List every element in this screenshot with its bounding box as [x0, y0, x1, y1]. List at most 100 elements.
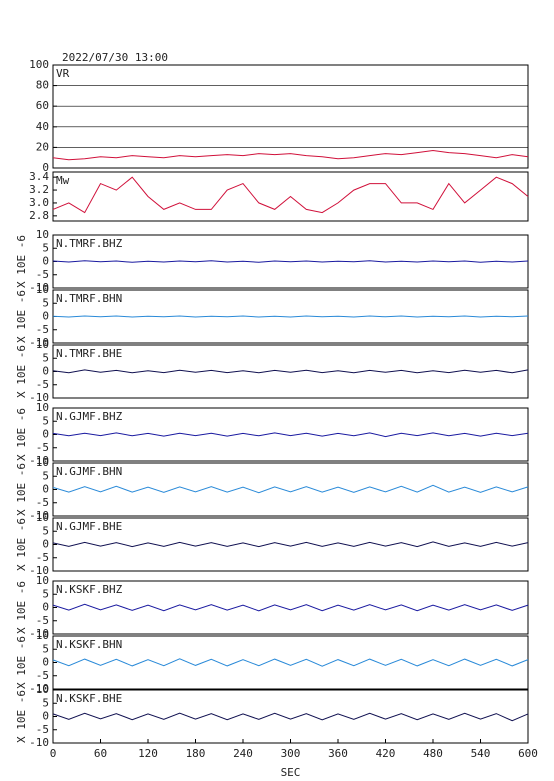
y-axis-label: X 10E -6 [15, 408, 28, 461]
series-label: Mw [56, 174, 70, 187]
y-tick-label: 5 [42, 296, 49, 309]
y-tick-label: 20 [36, 140, 49, 153]
x-tick-label: 300 [281, 747, 301, 760]
y-tick-label: 5 [42, 351, 49, 364]
y-tick-label: 10 [36, 574, 49, 587]
y-tick-label: 0 [42, 365, 49, 378]
y-tick-label: 0 [42, 428, 49, 441]
x-axis-label: SEC [281, 766, 301, 779]
y-tick-label: 10 [36, 629, 49, 642]
data-line [52, 603, 529, 612]
x-tick-label: 0 [50, 747, 57, 760]
x-tick-label: 540 [471, 747, 491, 760]
y-tick-label: 5 [42, 414, 49, 427]
y-tick-label: 80 [36, 79, 49, 92]
y-tick-label: 5 [42, 524, 49, 537]
y-tick-label: -5 [36, 723, 49, 736]
y-tick-label: -5 [36, 614, 49, 627]
y-tick-label: 40 [36, 120, 49, 133]
y-tick-label: -10 [29, 564, 49, 577]
y-axis-label: X 10E -6 [15, 463, 28, 516]
y-tick-label: 0 [42, 656, 49, 669]
y-tick-label: 2.8 [29, 209, 49, 222]
y-tick-label: -10 [29, 509, 49, 522]
y-tick-label: -10 [29, 391, 49, 404]
y-tick-label: 100 [29, 58, 49, 71]
x-tick-label: 360 [328, 747, 348, 760]
y-tick-label: 3.4 [29, 170, 49, 183]
series-label: N.GJMF.BHZ [56, 410, 123, 423]
series-label: N.KSKF.BHZ [56, 583, 123, 596]
y-tick-label: -10 [29, 736, 49, 749]
series-label: N.KSKF.BHN [56, 638, 122, 651]
y-axis-label: X 10E -6 [15, 235, 28, 288]
series-label: N.TMRF.BHZ [56, 237, 123, 250]
y-axis-label: X 10E -6 [15, 290, 28, 343]
data-line [52, 176, 529, 214]
y-tick-label: 5 [42, 642, 49, 655]
chart-title: 2022/07/30 13:00 [62, 51, 168, 64]
x-tick-label: 480 [423, 747, 443, 760]
y-tick-label: -10 [29, 336, 49, 349]
y-tick-label: 60 [36, 99, 49, 112]
x-tick-label: 120 [138, 747, 158, 760]
series-label: N.TMRF.BHE [56, 347, 122, 360]
data-line [52, 315, 529, 318]
y-tick-label: 0 [42, 161, 49, 174]
y-tick-label: 5 [42, 469, 49, 482]
series-label: VR [56, 67, 70, 80]
y-axis-label: X 10E -6 [15, 518, 28, 571]
y-tick-label: -5 [36, 669, 49, 682]
y-tick-label: -5 [36, 441, 49, 454]
y-tick-label: 10 [36, 683, 49, 696]
y-tick-label: -10 [29, 281, 49, 294]
y-axis-label: X 10E -6 [15, 345, 28, 398]
y-tick-label: 3.2 [29, 183, 49, 196]
y-tick-label: -10 [29, 627, 49, 640]
y-tick-label: 0 [42, 538, 49, 551]
y-tick-label: 0 [42, 483, 49, 496]
y-axis-label: X 10E -6 [15, 690, 28, 743]
data-line [52, 260, 529, 263]
data-line [52, 432, 529, 438]
y-tick-label: 0 [42, 310, 49, 323]
data-line [52, 369, 529, 374]
y-tick-label: -5 [36, 551, 49, 564]
y-tick-label: 0 [42, 601, 49, 614]
y-tick-label: -5 [36, 496, 49, 509]
y-axis-label: X 10E -6 [15, 581, 28, 634]
y-axis-label: X 10E -6 [15, 636, 28, 689]
y-tick-label: 10 [36, 338, 49, 351]
y-tick-label: 10 [36, 456, 49, 469]
y-tick-label: -5 [36, 323, 49, 336]
y-tick-label: 3.0 [29, 196, 49, 209]
x-tick-label: 180 [186, 747, 206, 760]
data-line [52, 484, 529, 494]
y-tick-label: 5 [42, 696, 49, 709]
y-tick-label: -5 [36, 268, 49, 281]
data-line [52, 541, 529, 548]
data-line [52, 712, 529, 722]
y-tick-label: 0 [42, 255, 49, 268]
panel-frame [52, 64, 529, 169]
series-label: N.GJMF.BHE [56, 520, 122, 533]
y-tick-label: 10 [36, 511, 49, 524]
x-tick-label: 60 [94, 747, 107, 760]
data-line [52, 658, 529, 667]
y-tick-label: -10 [29, 454, 49, 467]
y-tick-label: 10 [36, 228, 49, 241]
series-label: N.TMRF.BHN [56, 292, 122, 305]
x-tick-label: 600 [518, 747, 538, 760]
series-label: N.KSKF.BHE [56, 692, 122, 705]
y-tick-label: 5 [42, 587, 49, 600]
y-tick-label: 10 [36, 401, 49, 414]
y-tick-label: 0 [42, 710, 49, 723]
x-tick-label: 240 [233, 747, 253, 760]
y-tick-label: 5 [42, 241, 49, 254]
series-label: N.GJMF.BHN [56, 465, 122, 478]
x-tick-label: 420 [376, 747, 396, 760]
y-tick-label: -5 [36, 378, 49, 391]
data-line [52, 149, 529, 161]
y-tick-label: 10 [36, 283, 49, 296]
